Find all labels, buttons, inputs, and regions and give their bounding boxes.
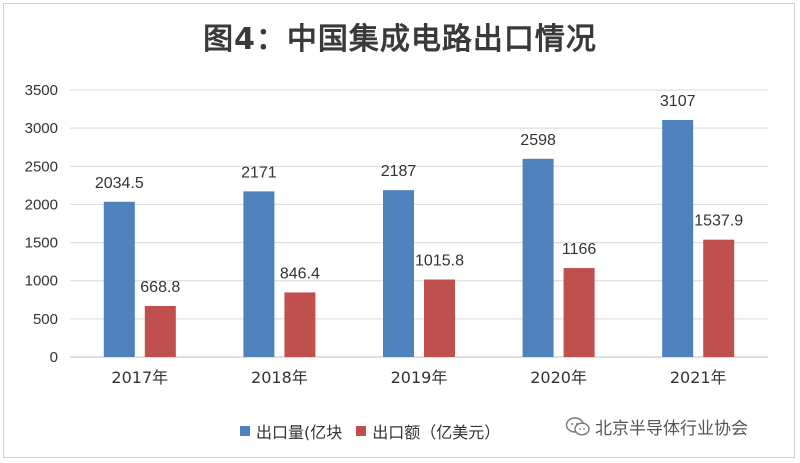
x-tick-label: 2020年 <box>530 368 587 387</box>
y-tick-label: 0 <box>50 349 58 366</box>
legend-swatch-volume <box>240 426 250 436</box>
data-label: 846.4 <box>280 265 320 282</box>
bar-value <box>563 268 595 357</box>
y-tick-label: 1000 <box>25 273 58 290</box>
data-label: 668.8 <box>140 279 180 296</box>
bar-volume <box>383 190 414 357</box>
data-label: 2598 <box>520 132 556 149</box>
watermark-text: 北京半导体行业协会 <box>595 419 748 439</box>
legend-swatch-value <box>356 426 367 436</box>
bar-volume <box>522 158 554 357</box>
y-tick-label: 2500 <box>25 158 58 175</box>
y-tick-label: 1500 <box>25 235 58 252</box>
y-tick-label: 500 <box>33 311 58 328</box>
data-label: 2187 <box>381 163 417 180</box>
legend-label-value: 出口额（亿美元） <box>372 423 501 442</box>
data-label: 3107 <box>660 93 696 110</box>
bar-volume <box>103 201 135 357</box>
data-label: 2171 <box>241 164 277 181</box>
legend-item-volume: 出口量(亿块 <box>240 419 342 443</box>
y-tick-label: 3500 <box>25 82 58 99</box>
watermark: 北京半导体行业协会 <box>565 414 748 439</box>
x-tick-label: 2019年 <box>391 368 448 387</box>
x-tick-label: 2018年 <box>251 368 308 387</box>
x-tick-label: 2017年 <box>111 368 168 387</box>
bar-volume <box>243 191 275 357</box>
legend: 出口量(亿块 出口额（亿美元） <box>240 419 514 443</box>
data-label: 1537.9 <box>694 213 743 230</box>
chart-title: 图4：中国集成电路出口情况 <box>203 22 597 57</box>
wechat-icon <box>565 416 590 436</box>
y-tick-label: 2000 <box>25 196 58 213</box>
y-tick-label: 3000 <box>25 120 58 137</box>
x-tick-label: 2021年 <box>670 368 727 387</box>
data-label: 2034.5 <box>95 175 144 192</box>
data-label: 1166 <box>562 241 597 258</box>
data-label: 1015.8 <box>415 253 464 270</box>
legend-label-volume: 出口量(亿块 <box>256 423 343 442</box>
legend-item-value: 出口额（亿美元） <box>356 419 500 443</box>
bar-value <box>703 239 735 357</box>
bar-value <box>424 279 455 357</box>
bar-volume <box>662 119 694 357</box>
bar-value <box>284 292 316 357</box>
bar-value <box>144 305 176 357</box>
